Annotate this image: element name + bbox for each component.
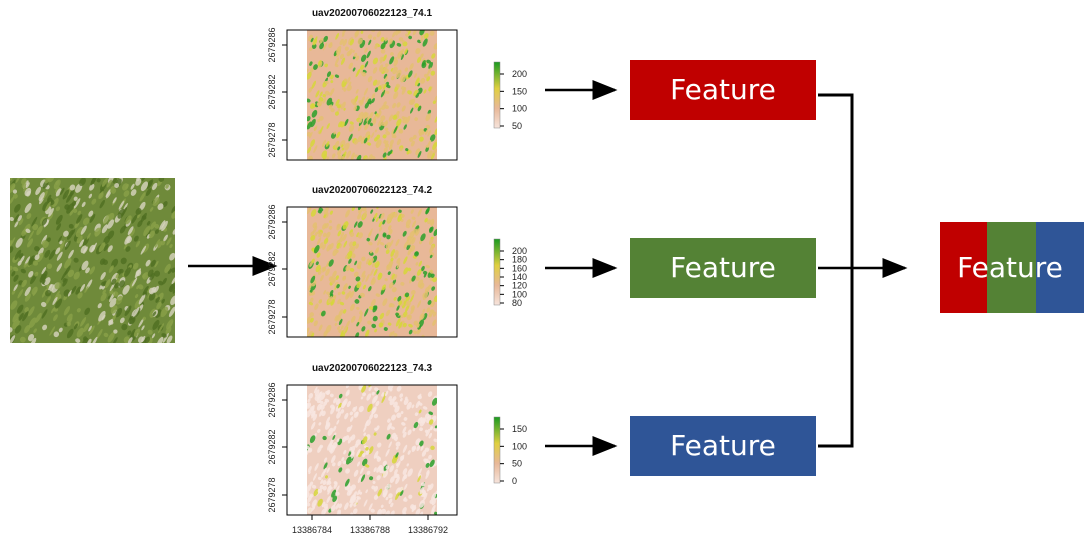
feature-label: Feature — [670, 429, 776, 462]
legend-label: 180 — [512, 255, 527, 265]
x-tick-label: 13386788 — [350, 525, 390, 535]
combined-feature: Feature — [940, 222, 1084, 313]
combined-label: Feature — [957, 251, 1063, 284]
legend-label: 160 — [512, 263, 527, 273]
legend-label: 0 — [512, 476, 517, 486]
diagram: Feature Feature Feature Feature uav20200… — [0, 0, 1084, 543]
legend-label: 50 — [512, 121, 522, 131]
panel-title: uav20200706022123_74.2 — [312, 185, 433, 196]
legend-label: 100 — [512, 289, 527, 299]
panel-title: uav20200706022123_74.1 — [312, 8, 433, 19]
uav-photo — [6, 173, 179, 348]
bracket — [818, 95, 852, 446]
colorbar — [494, 62, 500, 128]
colorbar — [494, 417, 500, 483]
legend-label: 200 — [512, 246, 527, 256]
raster-panel: uav20200706022123_74.1 2679278 2679282 2679… — [267, 8, 527, 165]
y-tick-label: 2679278 — [267, 477, 277, 512]
legend-label: 80 — [512, 298, 522, 308]
raster-panel: uav20200706022123_74.3 2679278 2679282 2679… — [267, 363, 527, 535]
y-tick-label: 2679286 — [267, 27, 277, 62]
raster — [305, 27, 440, 165]
y-tick-label: 2679286 — [267, 382, 277, 417]
x-tick-label: 13386792 — [408, 525, 448, 535]
panel-title: uav20200706022123_74.3 — [312, 363, 433, 374]
legend-label: 50 — [512, 459, 522, 469]
legend-label: 100 — [512, 441, 527, 451]
raster-panel: uav20200706022123_74.2 2679278 2679282 2679… — [267, 185, 527, 341]
raster — [303, 381, 439, 518]
legend-label: 140 — [512, 272, 527, 282]
x-tick-label: 13386784 — [292, 525, 332, 535]
y-tick-label: 2679278 — [267, 122, 277, 157]
feature-label: Feature — [670, 251, 776, 284]
y-tick-label: 2679282 — [267, 74, 277, 109]
legend-label: 150 — [512, 86, 527, 96]
y-tick-label: 2679278 — [267, 299, 277, 334]
feature-label: Feature — [670, 73, 776, 106]
y-tick-label: 2679286 — [267, 204, 277, 239]
y-tick-label: 2679282 — [267, 251, 277, 286]
legend-label: 200 — [512, 69, 527, 79]
y-tick-label: 2679282 — [267, 429, 277, 464]
legend-label: 150 — [512, 424, 527, 434]
legend-label: 100 — [512, 104, 527, 114]
legend-label: 120 — [512, 281, 527, 291]
raster — [304, 204, 440, 341]
colorbar — [494, 239, 500, 305]
